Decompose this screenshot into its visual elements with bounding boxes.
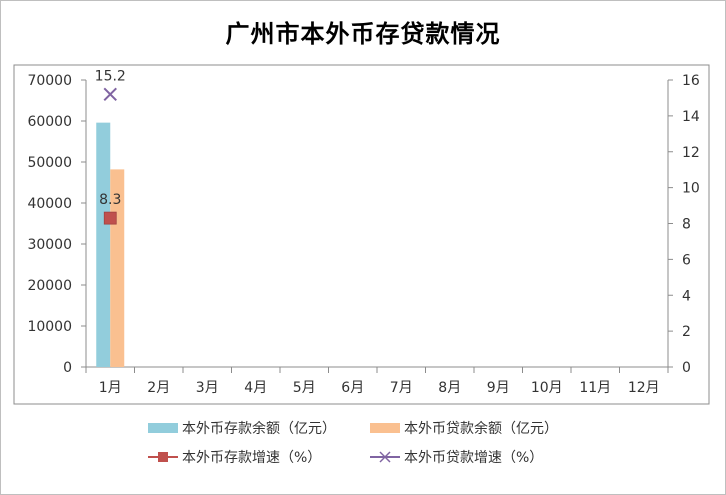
y-left-tick-label: 60000 bbox=[27, 114, 72, 130]
legend-loan-growth-label: 本外币贷款增速（%） bbox=[404, 450, 543, 466]
y-left-tick-label: 20000 bbox=[27, 278, 72, 294]
legend-deposit-growth-label: 本外币存款增速（%） bbox=[182, 450, 321, 466]
y-right-tick-label: 2 bbox=[682, 324, 691, 340]
bar-deposit bbox=[96, 122, 111, 367]
marker-deposit-growth bbox=[103, 211, 117, 225]
x-tick-label: 4月 bbox=[244, 380, 267, 396]
x-tick-label: 5月 bbox=[293, 380, 316, 396]
x-tick-label: 11月 bbox=[579, 380, 611, 396]
x-tick-label: 1月 bbox=[99, 380, 122, 396]
y-right-tick-label: 4 bbox=[682, 288, 691, 304]
y-left-tick-label: 50000 bbox=[27, 155, 72, 171]
x-tick-label: 3月 bbox=[196, 380, 219, 396]
x-tick-label: 9月 bbox=[487, 380, 510, 396]
marker-loan-growth bbox=[103, 87, 117, 102]
legend-deposit-growth-swatch bbox=[158, 452, 168, 462]
y-right-tick-label: 8 bbox=[682, 217, 691, 233]
y-right-tick-label: 14 bbox=[682, 109, 700, 125]
legend-loan-balance-label: 本外币贷款余额（亿元） bbox=[404, 420, 558, 437]
legend-deposit-balance-swatch bbox=[148, 423, 178, 433]
x-tick-label: 7月 bbox=[390, 380, 413, 396]
y-left-tick-label: 70000 bbox=[27, 73, 72, 89]
y-right-tick-label: 16 bbox=[682, 73, 700, 89]
data-label-deposit-growth: 8.3 bbox=[99, 192, 121, 208]
x-tick-label: 2月 bbox=[147, 380, 170, 396]
y-left-tick-label: 30000 bbox=[27, 237, 72, 253]
data-label-loan-growth: 15.2 bbox=[95, 68, 126, 84]
y-right-tick-label: 12 bbox=[682, 145, 700, 161]
legend-loan-balance-swatch bbox=[370, 423, 400, 433]
legend-deposit-balance-label: 本外币存款余额（亿元） bbox=[182, 420, 336, 437]
plot-area-border bbox=[13, 64, 710, 405]
x-tick-label: 12月 bbox=[628, 380, 660, 396]
y-right-tick-label: 6 bbox=[682, 252, 691, 268]
legend-loan-growth-swatch bbox=[379, 451, 391, 463]
x-tick-label: 6月 bbox=[341, 380, 364, 396]
y-left-tick-label: 0 bbox=[63, 360, 72, 376]
x-tick-label: 8月 bbox=[438, 380, 461, 396]
y-right-tick-label: 10 bbox=[682, 181, 700, 197]
y-left-tick-label: 10000 bbox=[27, 319, 72, 335]
y-left-tick-label: 40000 bbox=[27, 196, 72, 212]
y-right-tick-label: 0 bbox=[682, 360, 691, 376]
chart-title: 广州市本外币存贷款情况 bbox=[225, 19, 501, 48]
x-tick-label: 10月 bbox=[531, 380, 563, 396]
